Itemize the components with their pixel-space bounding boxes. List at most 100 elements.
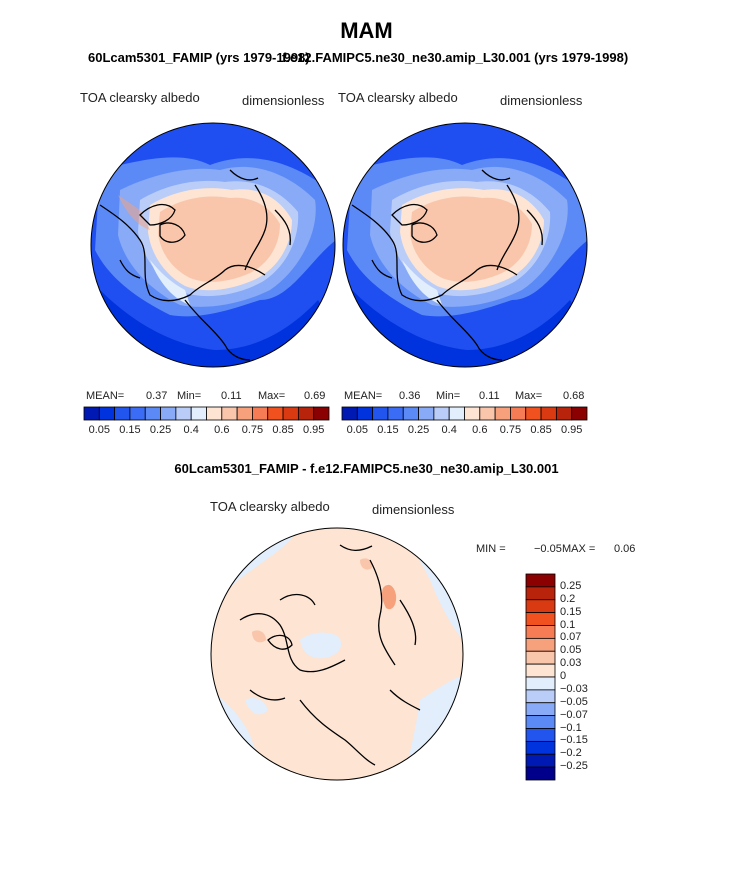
left-colorbar-tick: 0.4 xyxy=(183,424,199,436)
left-map-units-label: dimensionless xyxy=(242,93,325,108)
difference-colorbar-tick: −0.2 xyxy=(560,747,582,760)
right-colorbar-tick: 0.75 xyxy=(499,424,522,436)
difference-colorbar-box xyxy=(525,612,556,626)
difference-colorbar-box xyxy=(525,702,556,717)
right-colorbar-box xyxy=(555,406,573,421)
left-max-value: 0.69 xyxy=(304,390,326,402)
difference-colorbar-tick: 0.07 xyxy=(560,631,582,644)
right-colorbar-tick: 0.6 xyxy=(472,424,488,436)
right-colorbar-box xyxy=(341,406,358,421)
left-colorbar xyxy=(83,406,330,421)
left-colorbar-box xyxy=(206,406,223,421)
right-albedo-map xyxy=(342,122,588,368)
difference-colorbar-box xyxy=(525,753,556,768)
diff-map-units-label: dimensionless xyxy=(372,502,455,517)
right-colorbar-tick: 0.15 xyxy=(377,424,399,436)
difference-colorbar-box xyxy=(525,740,556,755)
difference-colorbar-tick: 0.1 xyxy=(560,618,576,631)
left-colorbar-tick: 0.15 xyxy=(119,424,141,436)
left-mean-label: MEAN= xyxy=(86,390,125,402)
difference-colorbar-box xyxy=(525,650,556,665)
difference-colorbar-box xyxy=(525,676,556,691)
difference-colorbar-tick: 0.03 xyxy=(560,657,582,670)
difference-colorbar-box xyxy=(525,637,556,652)
left-min-value: 0.11 xyxy=(221,390,242,402)
right-colorbar-tick: 0.4 xyxy=(441,424,457,436)
right-colorbar-box xyxy=(525,406,542,421)
right-colorbar-box xyxy=(372,406,389,421)
right-colorbar-box xyxy=(387,406,404,421)
right-max-value: 0.68 xyxy=(563,390,585,402)
difference-colorbar-tick: −0.25 xyxy=(560,760,588,773)
diff-min-label: MIN = xyxy=(476,543,506,555)
right-colorbar-box xyxy=(571,406,588,421)
left-colorbar-box xyxy=(313,406,330,421)
left-map-variable-label: TOA clearsky albedo xyxy=(80,90,200,105)
difference-title: 60Lcam5301_FAMIP - f.e12.FAMIPC5.ne30_ne… xyxy=(174,461,559,476)
right-colorbar-box xyxy=(448,406,465,421)
right-colorbar-box xyxy=(418,406,435,421)
right-colorbar-box xyxy=(402,406,419,421)
diff-max-label: MAX = xyxy=(562,543,596,555)
difference-colorbar-tick: 0.05 xyxy=(560,644,582,657)
right-colorbar-box xyxy=(464,406,481,421)
right-map-variable-label: TOA clearsky albedo xyxy=(338,90,458,105)
right-max-label: Max= xyxy=(515,390,543,402)
diff-min-value: −0.05 xyxy=(534,543,562,555)
difference-colorbar-box xyxy=(525,663,556,678)
right-min-label: Min= xyxy=(436,390,461,402)
difference-colorbar-tick: 0 xyxy=(560,670,567,682)
left-colorbar-box xyxy=(129,406,146,421)
difference-colorbar-tick: −0.03 xyxy=(560,682,588,695)
left-colorbar-tick: 0.95 xyxy=(302,424,325,436)
difference-colorbar-box xyxy=(525,599,556,614)
right-case-title: f.e12.FAMIPC5.ne30_ne30.amip_L30.001 (yr… xyxy=(282,50,629,65)
right-colorbar-box xyxy=(479,406,496,421)
right-mean-label: MEAN= xyxy=(344,390,383,402)
right-colorbar-tick: 0.25 xyxy=(407,424,430,436)
right-colorbar-tick: 0.95 xyxy=(560,424,583,436)
right-min-value: 0.11 xyxy=(479,390,500,402)
right-colorbar-box xyxy=(494,406,511,421)
left-colorbar-box xyxy=(160,406,177,421)
difference-colorbar-box xyxy=(525,573,556,588)
left-colorbar-box xyxy=(190,406,207,421)
difference-colorbar-tick: 0.25 xyxy=(560,579,582,592)
difference-colorbar-box xyxy=(525,689,556,704)
left-mean-value: 0.37 xyxy=(146,390,168,402)
right-colorbar-tick: 0.85 xyxy=(530,424,552,436)
right-map-units-label: dimensionless xyxy=(500,93,583,108)
left-colorbar-box xyxy=(252,406,269,421)
left-colorbar-tick: 0.85 xyxy=(272,424,294,436)
right-colorbar-box xyxy=(433,406,450,421)
season-title: MAM xyxy=(340,18,393,43)
diff-map-variable-label: TOA clearsky albedo xyxy=(210,499,330,514)
left-max-label: Max= xyxy=(258,390,286,402)
right-colorbar-box xyxy=(510,406,527,421)
difference-colorbar-box xyxy=(525,728,556,742)
left-colorbar-box xyxy=(175,406,192,421)
left-colorbar-box xyxy=(98,406,116,421)
left-case-title: 60Lcam5301_FAMIP (yrs 1979-1998) xyxy=(88,50,310,65)
difference-colorbar-tick: 0.15 xyxy=(560,605,582,618)
difference-colorbar-box xyxy=(525,586,556,601)
left-colorbar-box xyxy=(282,406,299,421)
difference-colorbar-tick: −0.05 xyxy=(560,695,588,708)
difference-colorbar-tick: −0.15 xyxy=(560,734,588,747)
difference-colorbar-tick: −0.07 xyxy=(560,708,588,721)
left-colorbar-tick: 0.05 xyxy=(88,424,111,436)
left-colorbar-box xyxy=(83,406,100,421)
left-min-label: Min= xyxy=(177,390,202,402)
right-colorbar-box xyxy=(356,406,374,421)
right-colorbar-box xyxy=(540,406,557,421)
difference-colorbar xyxy=(525,573,556,781)
left-colorbar-box xyxy=(297,406,315,421)
left-colorbar-tick: 0.75 xyxy=(241,424,264,436)
left-colorbar-box xyxy=(114,406,131,421)
right-colorbar xyxy=(341,406,588,421)
left-colorbar-tick: 0.25 xyxy=(149,424,172,436)
difference-map xyxy=(210,527,464,781)
left-colorbar-box xyxy=(236,406,253,421)
difference-colorbar-tick: 0.2 xyxy=(560,592,576,605)
